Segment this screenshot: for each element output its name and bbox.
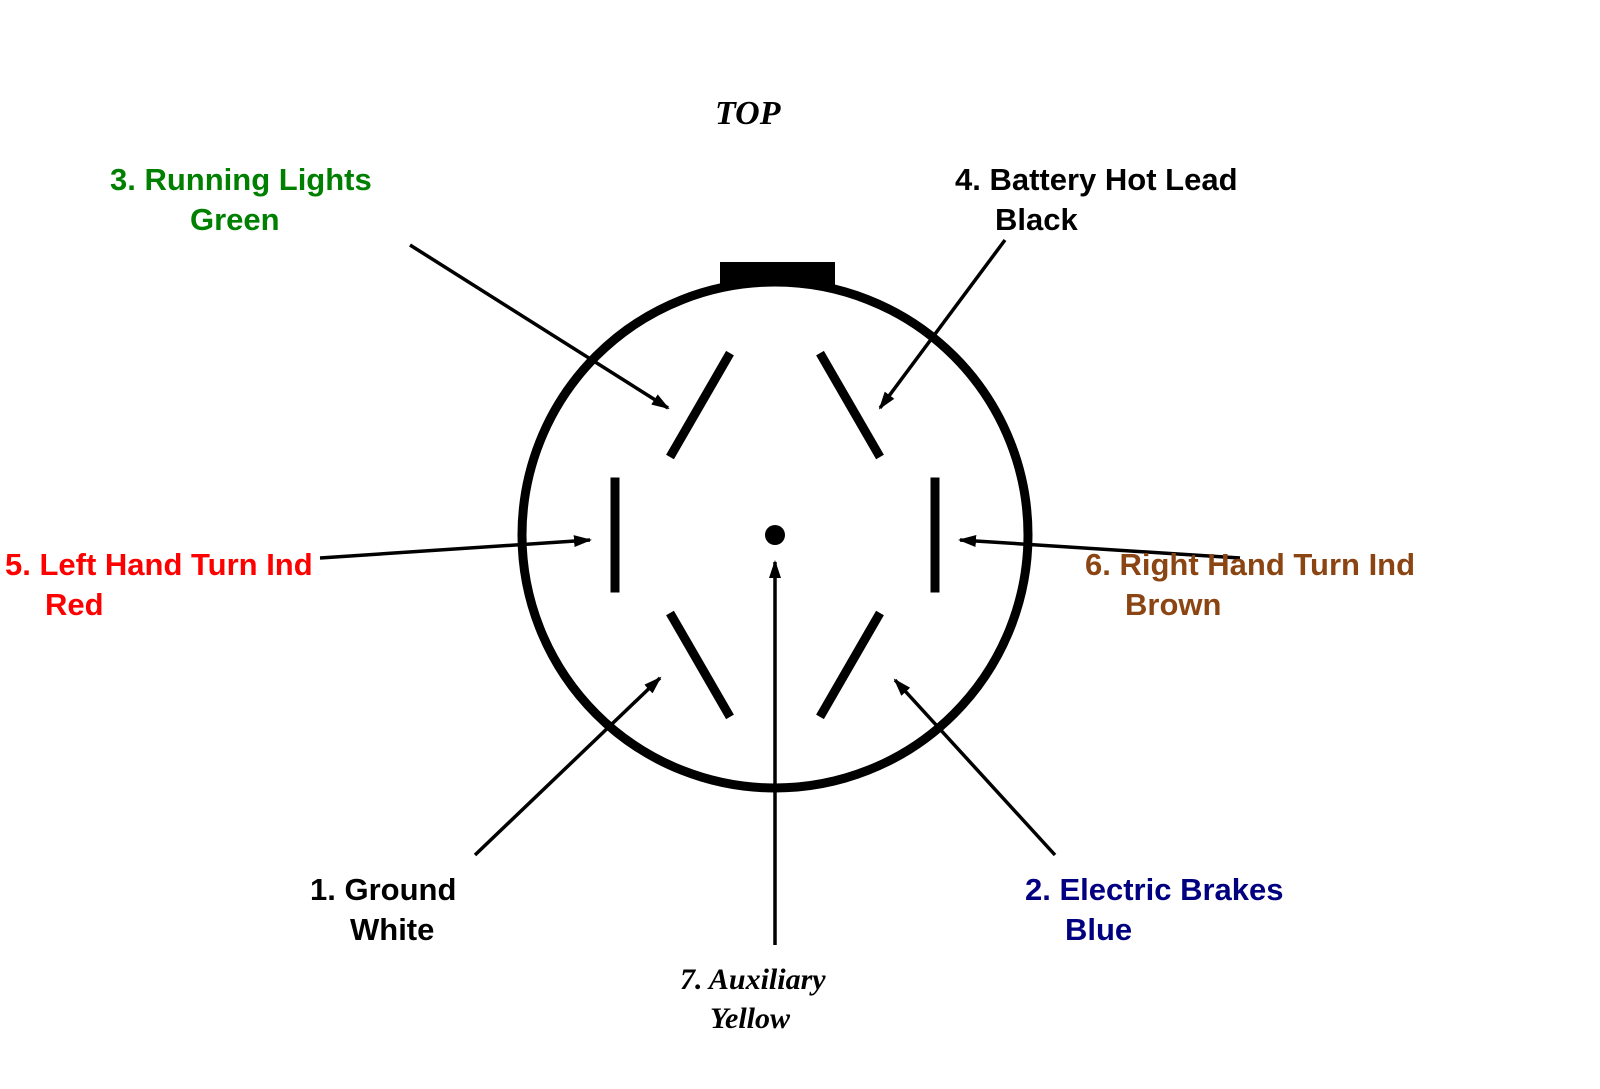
- label-line2: Brown: [1085, 585, 1415, 625]
- label-line2: Black: [955, 200, 1238, 240]
- label-line1: 4. Battery Hot Lead: [955, 160, 1238, 200]
- label-line1: 7. Auxiliary: [680, 960, 826, 999]
- label-line1: 6. Right Hand Turn Ind: [1085, 545, 1415, 585]
- label-line1: 1. Ground: [310, 870, 456, 910]
- label-line1: 3. Running Lights: [110, 160, 372, 200]
- label-pin6: 6. Right Hand Turn IndBrown: [1085, 545, 1415, 626]
- label-line2: Red: [5, 585, 313, 625]
- label-line1: 2. Electric Brakes: [1025, 870, 1284, 910]
- label-pin7: 7. AuxiliaryYellow: [680, 960, 826, 1038]
- label-pin4: 4. Battery Hot LeadBlack: [955, 160, 1238, 241]
- label-pin3: 3. Running LightsGreen: [110, 160, 372, 241]
- label-pin5: 5. Left Hand Turn IndRed: [5, 545, 313, 626]
- label-line2: White: [310, 910, 456, 950]
- label-line2: Blue: [1025, 910, 1284, 950]
- label-line1: 5. Left Hand Turn Ind: [5, 545, 313, 585]
- label-line2: Green: [110, 200, 372, 240]
- label-pin1: 1. GroundWhite: [310, 870, 456, 951]
- label-line2: Yellow: [680, 999, 826, 1038]
- diagram-title: TOP: [715, 95, 780, 133]
- label-pin2: 2. Electric BrakesBlue: [1025, 870, 1284, 951]
